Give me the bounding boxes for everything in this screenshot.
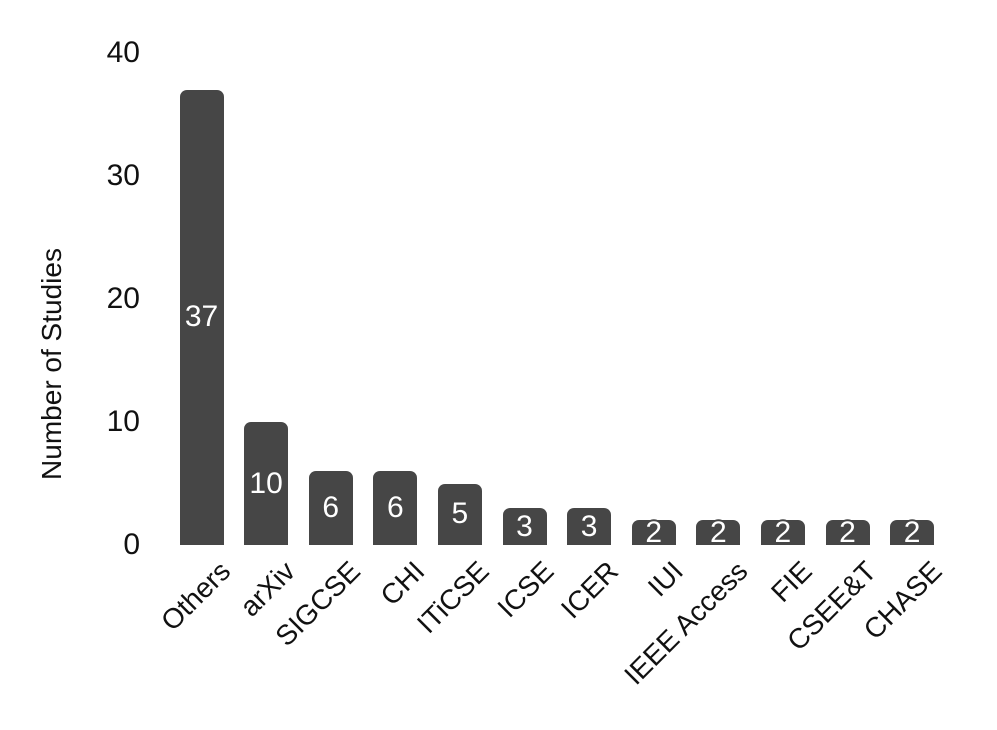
bar: 5 (437, 483, 482, 545)
x-tick-label: Others (155, 555, 237, 637)
bar: 2 (631, 515, 676, 549)
bar: 2 (890, 515, 935, 549)
bar-value-label: 6 (322, 491, 340, 525)
bar-value-label: 2 (774, 515, 792, 549)
bar: 2 (760, 515, 805, 549)
bar: 2 (825, 515, 870, 549)
y-tick-label: 30 (106, 159, 140, 192)
x-tick-label: ITiCSE (411, 555, 496, 640)
y-tick-label: 40 (106, 36, 140, 69)
bar-value-label: 2 (645, 515, 663, 549)
bar-value-label: 10 (249, 466, 283, 500)
x-tick-label: IUI (641, 555, 689, 603)
bar: 6 (373, 471, 418, 545)
bar: 3 (567, 508, 612, 545)
y-tick-label: 20 (106, 282, 140, 315)
y-axis-title: Number of Studies (36, 248, 67, 480)
bar-value-label: 3 (580, 509, 598, 543)
bar: 3 (502, 508, 547, 545)
bar-value-label: 2 (903, 515, 921, 549)
bar-value-label: 6 (386, 491, 404, 525)
x-tick-label: CHI (374, 555, 431, 612)
bar-value-label: 5 (451, 497, 469, 531)
bar: 6 (308, 471, 353, 545)
x-tick-label: ICSE (491, 555, 560, 624)
bar: 37 (179, 89, 224, 545)
bar-value-label: 2 (709, 515, 727, 549)
bar-value-label: 3 (516, 509, 533, 543)
y-tick-label: 0 (123, 528, 140, 561)
bar: 2 (696, 515, 741, 549)
bar-value-label: 2 (839, 515, 856, 549)
bar-value-label: 37 (184, 300, 219, 334)
y-tick-label: 10 (106, 405, 140, 438)
x-tick-label: ICER (555, 555, 625, 625)
x-tick-label: FIE (765, 555, 819, 609)
bar: 10 (244, 422, 289, 545)
